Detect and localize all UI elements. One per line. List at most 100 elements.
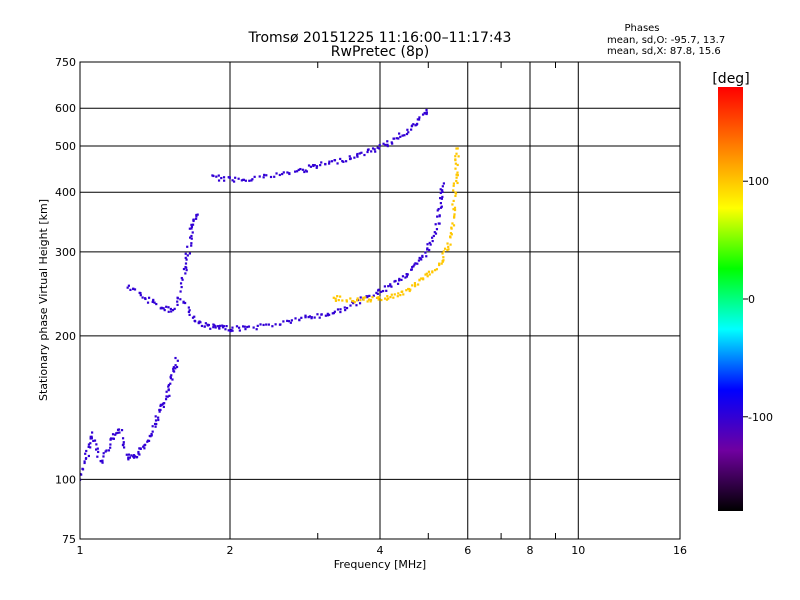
colorbar-tick-label: 100 <box>748 175 769 188</box>
scatter-point <box>336 162 339 165</box>
scatter-point <box>209 327 212 330</box>
scatter-point <box>301 168 304 171</box>
scatter-point <box>215 175 218 178</box>
scatter-point <box>294 170 297 173</box>
scatter-point <box>401 290 404 293</box>
scatter-point <box>339 295 342 298</box>
scatter-point <box>405 132 409 136</box>
scatter-point <box>296 170 299 173</box>
scatter-point <box>282 320 285 323</box>
scatter-point <box>142 445 145 448</box>
scatter-point <box>454 158 457 161</box>
scatter-point <box>425 272 428 275</box>
scatter-point <box>326 314 330 317</box>
scatter-point <box>369 298 373 302</box>
scatter-point <box>401 275 405 278</box>
scatter-point <box>184 301 187 305</box>
scatter-point <box>336 308 340 311</box>
scatter-point <box>364 296 367 299</box>
scatter-point <box>240 179 243 182</box>
scatter-point <box>157 418 160 422</box>
scatter-point <box>356 152 359 156</box>
scatter-point <box>190 225 194 228</box>
scatter-point <box>441 185 444 188</box>
scatter-point <box>231 326 234 329</box>
scatter-point <box>451 222 454 225</box>
scatter-point <box>147 296 151 299</box>
scatter-point <box>356 154 359 157</box>
scatter-point <box>185 258 188 261</box>
scatter-point <box>362 298 365 301</box>
scatter-point <box>371 147 375 150</box>
colorbar-title: [deg] <box>712 71 749 87</box>
scatter-point <box>452 184 455 187</box>
scatter-point <box>190 242 193 245</box>
scatter-point <box>203 325 206 328</box>
scatter-point <box>165 305 168 308</box>
y-axis-label: Stationary phase Virtual Height [km] <box>37 199 50 401</box>
scatter-point <box>186 254 189 257</box>
scatter-point <box>420 277 423 280</box>
scatter-point <box>213 324 216 327</box>
scatter-point <box>104 450 107 453</box>
scatter-point <box>449 232 452 235</box>
y-tick-label: 100 <box>55 473 76 486</box>
scatter-point <box>190 244 193 247</box>
scatter-point <box>262 176 265 179</box>
scatter-point <box>328 313 331 316</box>
scatter-point <box>275 172 278 175</box>
scatter-point <box>378 144 381 147</box>
scatter-point <box>418 116 421 119</box>
colorbar-tick-label: -100 <box>748 411 773 424</box>
scatter-point <box>96 447 99 450</box>
scatter-point <box>446 248 449 252</box>
scatter-point <box>146 439 150 442</box>
y-tick-label: 500 <box>55 140 76 153</box>
scatter-point <box>333 159 336 162</box>
scatter-point <box>101 459 104 462</box>
scatter-point <box>369 300 372 303</box>
scatter-point <box>90 437 93 440</box>
scatter-point <box>191 316 195 319</box>
scatter-point <box>442 256 445 259</box>
scatter-point <box>377 298 380 301</box>
scatter-point <box>163 309 166 312</box>
scatter-point <box>176 300 179 303</box>
scatter-point <box>190 223 193 226</box>
scatter-point <box>368 294 371 297</box>
scatter-point <box>174 367 177 370</box>
scatter-point <box>188 313 191 316</box>
scatter-point <box>237 177 240 180</box>
scatter-point <box>297 168 300 172</box>
scatter-point <box>85 449 88 453</box>
scatter-point <box>436 209 439 212</box>
scatter-point <box>184 272 187 275</box>
scatter-point <box>220 176 223 180</box>
scatter-point <box>362 296 365 299</box>
scatter-point <box>450 227 453 230</box>
scatter-point <box>426 275 429 278</box>
scatter-point <box>114 433 117 436</box>
scatter-point <box>405 273 408 276</box>
scatter-point <box>386 295 389 298</box>
scatter-point <box>172 366 175 369</box>
scatter-point <box>287 320 291 323</box>
scatter-point <box>429 243 432 246</box>
scatter-point <box>390 293 393 296</box>
scatter-point <box>92 439 95 443</box>
scatter-point <box>143 447 146 450</box>
scatter-point <box>184 262 188 265</box>
scatter-point <box>265 323 268 326</box>
scatter-point <box>116 431 119 434</box>
scatter-point <box>436 215 439 218</box>
scatter-point <box>315 165 319 168</box>
scatter-point <box>310 317 313 320</box>
scatter-point <box>396 282 400 285</box>
scatter-point <box>413 285 417 288</box>
scatter-point <box>408 289 411 293</box>
scatter-point <box>188 252 192 255</box>
scatter-point <box>324 162 327 166</box>
scatter-point <box>438 222 441 225</box>
data-points <box>80 108 460 481</box>
y-tick-label: 200 <box>55 330 76 343</box>
